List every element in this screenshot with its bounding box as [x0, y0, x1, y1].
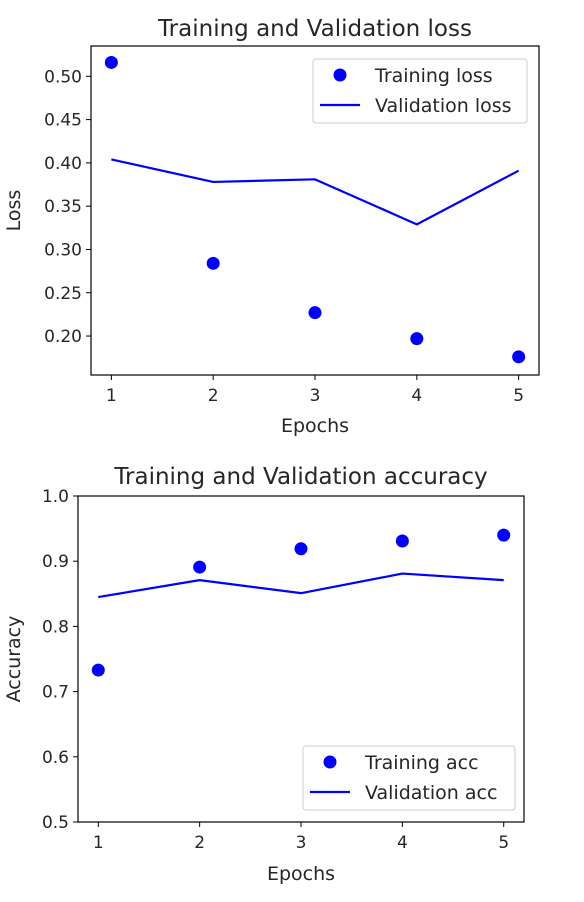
- x-tick-label: 1: [93, 833, 104, 853]
- legend: Training loss Validation loss: [312, 58, 528, 124]
- y-axis-label: Loss: [3, 190, 25, 232]
- chart-title: Training and Validation loss: [157, 16, 472, 42]
- validation-acc-line: [98, 572, 504, 599]
- plot-frame: [77, 495, 525, 823]
- x-tick-label: 3: [310, 386, 321, 406]
- x-tick-label: 3: [296, 833, 307, 853]
- legend-point-marker: [333, 68, 347, 82]
- plot-frame: [90, 45, 540, 376]
- chart-1: Training and Validation loss Epochs Loss 1 2…: [3, 16, 540, 437]
- y-tick-label: 0.6: [42, 748, 69, 768]
- validation-loss-line: [111, 158, 520, 226]
- y-tick-label: 0.45: [44, 111, 82, 131]
- legend-box: [312, 58, 528, 124]
- y-tick-label: 0.40: [44, 154, 82, 174]
- y-tick-label: 0.50: [44, 67, 82, 87]
- legend-label: Validation acc: [365, 782, 497, 804]
- legend-label: Training acc: [364, 752, 479, 774]
- x-tick-label: 4: [397, 833, 408, 853]
- y-tick-label: 0.9: [42, 552, 69, 572]
- y-tick-label: 0.20: [44, 327, 82, 347]
- x-tick-label: 5: [498, 833, 509, 853]
- x-tick-label: 1: [106, 386, 117, 406]
- training-loss-point: [206, 256, 220, 270]
- x-tick-label: 2: [208, 386, 219, 406]
- y-tick-label: 1.0: [42, 487, 69, 507]
- y-axis-label: Accuracy: [3, 616, 25, 703]
- x-tick-label: 2: [194, 833, 205, 853]
- legend-point-marker: [323, 755, 337, 769]
- training-loss-point: [512, 350, 526, 364]
- x-tick-label: 4: [411, 386, 422, 406]
- training-acc-point: [91, 663, 105, 677]
- y-tick-label: 0.8: [42, 617, 69, 637]
- legend-box: [302, 745, 516, 811]
- legend-label: Training loss: [374, 65, 493, 87]
- training-acc-point: [497, 528, 511, 542]
- training-loss-point: [104, 55, 118, 69]
- y-tick-label: 0.7: [42, 683, 69, 703]
- y-tick-label: 0.5: [42, 813, 69, 833]
- chart-title: Training and Validation accuracy: [113, 464, 487, 490]
- legend: Training acc Validation acc: [302, 745, 516, 811]
- legend-label: Validation loss: [375, 95, 512, 117]
- y-tick-label: 0.35: [44, 197, 82, 217]
- x-tick-label: 5: [513, 386, 524, 406]
- y-tick-label: 0.25: [44, 284, 82, 304]
- y-tick-label: 0.30: [44, 240, 82, 260]
- training-acc-point: [294, 542, 308, 556]
- training-loss-point: [410, 332, 424, 346]
- training-acc-point: [395, 534, 409, 548]
- x-axis-label: Epochs: [267, 863, 335, 885]
- training-acc-point: [193, 560, 207, 574]
- x-axis-label: Epochs: [281, 415, 349, 437]
- training-loss-point: [308, 306, 322, 320]
- chart-2: Training and Validation accuracy Epochs Ac…: [3, 464, 525, 885]
